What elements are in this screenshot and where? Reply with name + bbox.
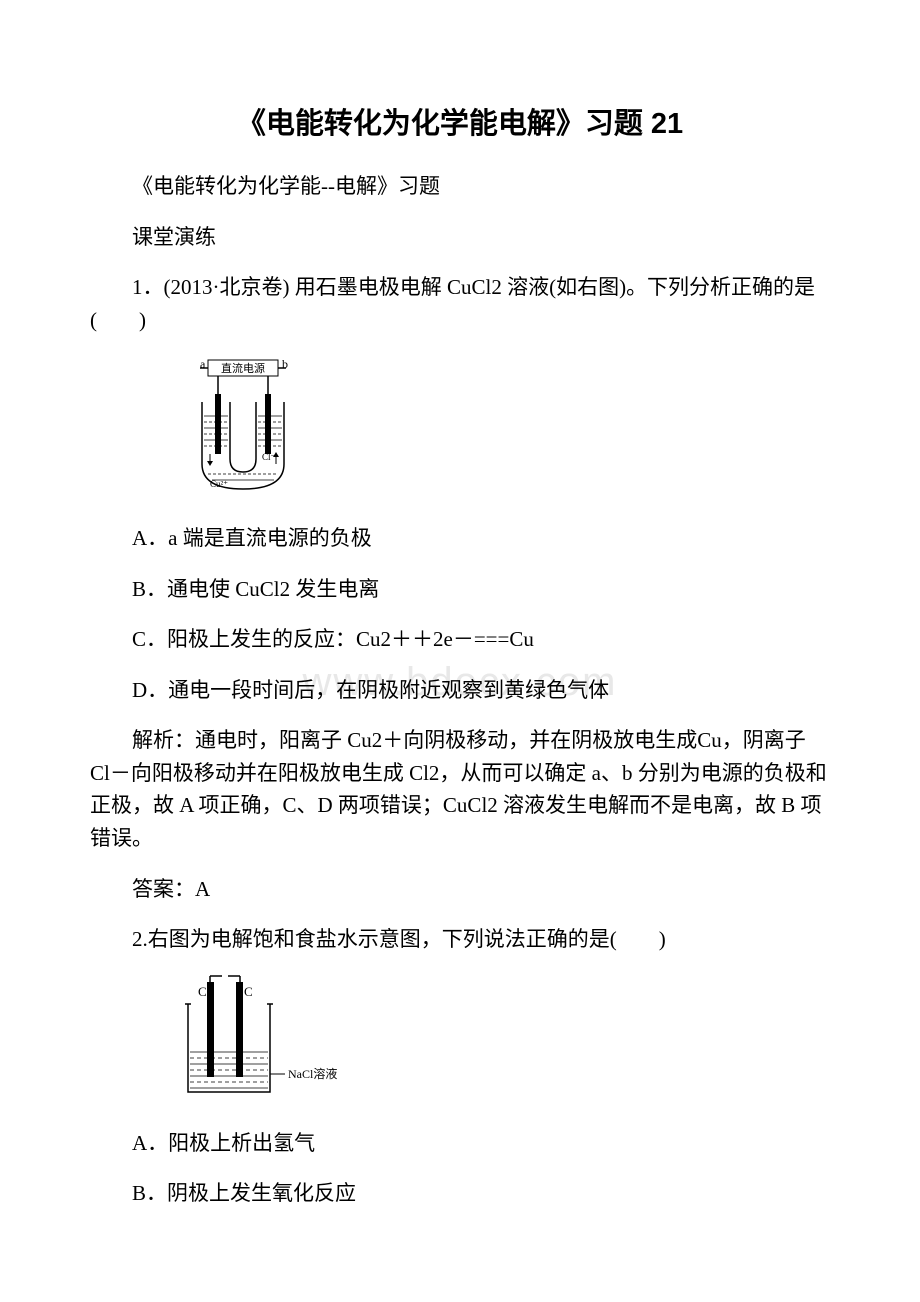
label-b: b [282, 357, 288, 371]
q1-diagram: 直流电源 a b [180, 354, 830, 504]
subtitle: 《电能转化为化学能--电解》习题 [90, 170, 830, 203]
label-a: a [200, 357, 206, 371]
q1-option-c: C．阳极上发生的反应：Cu2＋＋2e－===Cu [90, 623, 830, 656]
q2-option-b: B．阴极上发生氧化反应 [90, 1177, 830, 1210]
q2-diagram: C C NaCl溶液 [180, 974, 830, 1109]
q1-stem: 1．(2013·北京卷) 用石墨电极电解 CuCl2 溶液(如右图)。下列分析正… [90, 271, 830, 336]
q2-option-a: A．阳极上析出氢气 [90, 1127, 830, 1160]
q1-option-a: A．a 端是直流电源的负极 [90, 522, 830, 555]
q1-analysis: 解析：通电时，阳离子 Cu2＋向阴极移动，并在阴极放电生成Cu，阴离子 Cl－向… [90, 724, 830, 854]
document-content: 《电能转化为化学能电解》习题 21 《电能转化为化学能--电解》习题 课堂演练 … [90, 100, 830, 1210]
page-title: 《电能转化为化学能电解》习题 21 [90, 100, 830, 142]
ion-cu-label: Cu²⁺ [210, 479, 228, 489]
power-label: 直流电源 [221, 361, 265, 375]
q1-option-b: B．通电使 CuCl2 发生电离 [90, 573, 830, 606]
q1-answer: 答案：A [90, 873, 830, 906]
solution-label: NaCl溶液 [288, 1066, 337, 1081]
q1-option-d: D．通电一段时间后，在阴极附近观察到黄绿色气体 [90, 674, 830, 707]
label-c1: C [198, 984, 207, 999]
label-c2: C [244, 984, 253, 999]
q2-stem: 2.右图为电解饱和食盐水示意图，下列说法正确的是( ) [90, 923, 830, 956]
section-heading: 课堂演练 [90, 221, 830, 254]
